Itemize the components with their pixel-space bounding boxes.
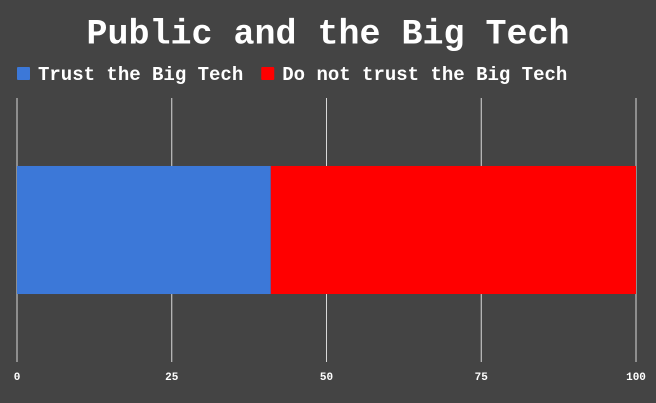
x-tick-label: 25: [165, 372, 179, 384]
bar-segment: [17, 165, 271, 295]
legend-label: Trust the Big Tech: [38, 64, 243, 86]
x-tick-label: 75: [475, 372, 489, 384]
legend-swatch: [17, 67, 30, 80]
bar-segment: [270, 165, 636, 295]
x-tick-label: 0: [14, 372, 21, 384]
legend-label: Do not trust the Big Tech: [282, 64, 567, 86]
x-tick-label: 100: [626, 372, 646, 384]
x-tick-label: 50: [320, 372, 333, 384]
legend-swatch: [261, 67, 275, 80]
chart-title: Public and the Big Tech: [86, 14, 569, 54]
